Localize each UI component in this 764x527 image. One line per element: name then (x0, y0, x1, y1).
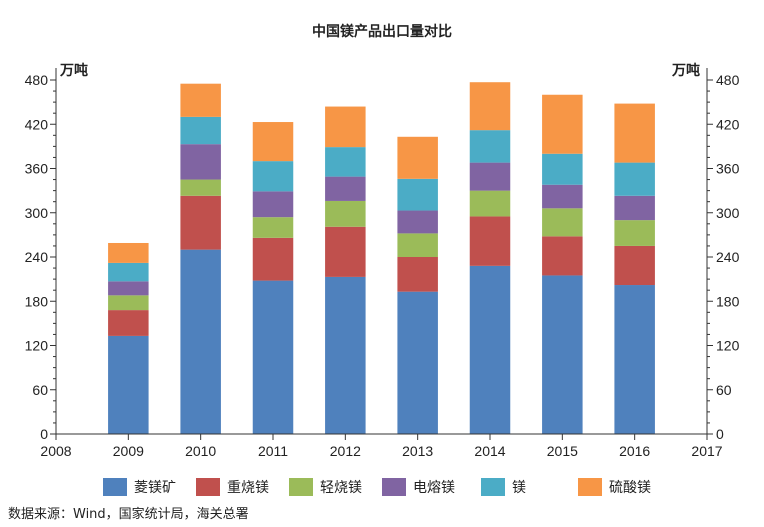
y-tick-label-left: 180 (25, 293, 49, 309)
bar-segment (397, 291, 438, 434)
y-tick-label-left: 360 (25, 161, 49, 177)
bar-segment (108, 242, 149, 263)
bar-segment (180, 116, 221, 145)
bar-segment (397, 257, 438, 292)
bar-segment (108, 335, 149, 434)
legend-swatch (382, 478, 406, 496)
legend-swatch (289, 478, 313, 496)
y-tick-label-right: 120 (716, 338, 740, 354)
y-tick-label-right: 240 (716, 249, 740, 265)
y-tick-label-left: 240 (25, 249, 49, 265)
y-tick-label-right: 180 (716, 293, 740, 309)
bar-segment (108, 295, 149, 311)
bar-segment (325, 226, 366, 277)
bar-segment (252, 191, 294, 218)
y-tick-label-left: 420 (25, 116, 49, 132)
bar-segment (469, 265, 511, 434)
bar-segment (252, 161, 294, 192)
y-tick-label-right: 420 (716, 116, 740, 132)
y-tick-label-left: 0 (40, 426, 48, 442)
bar-segment (325, 106, 366, 148)
right-axis-unit: 万吨 (671, 62, 700, 79)
left-axis-unit: 万吨 (59, 62, 88, 79)
legend: 菱镁矿 重烧镁 轻烧镁 电熔镁 镁 硫酸镁 (103, 478, 651, 496)
bar-segment (614, 285, 655, 434)
bar-segment (325, 176, 366, 201)
y-tick-label-left: 120 (25, 338, 49, 354)
legend-label: 菱镁矿 (134, 480, 176, 496)
bar-segment (397, 136, 438, 179)
legend-label: 电熔镁 (413, 480, 455, 496)
bar-segment (614, 162, 655, 196)
x-tick-label: 2011 (258, 443, 288, 459)
y-tick-label-left: 300 (25, 205, 49, 221)
bar-segment (108, 281, 149, 296)
x-tick-label: 2008 (40, 443, 71, 459)
source-note: 数据来源：Wind，国家统计局，海关总署 (8, 506, 249, 522)
x-tick-label: 2017 (691, 443, 722, 459)
bar-segment (469, 130, 511, 163)
bar-segment (614, 220, 655, 246)
bar-segment (108, 310, 149, 336)
legend-swatch (481, 478, 505, 496)
bar-segment (180, 249, 221, 434)
x-tick-label: 2010 (185, 443, 216, 459)
bar-segment (542, 184, 583, 209)
legend-swatch (578, 478, 602, 496)
y-tick-label-left: 480 (25, 72, 49, 88)
bar-segment (252, 237, 294, 281)
y-tick-label-right: 60 (716, 382, 732, 398)
bar-segment (542, 275, 583, 434)
legend-label: 轻烧镁 (320, 480, 362, 496)
y-tick-label-right: 300 (716, 205, 740, 221)
y-tick-label-right: 360 (716, 161, 740, 177)
y-tick-label-right: 0 (716, 426, 724, 442)
chart-title: 中国镁产品出口量对比 (312, 23, 452, 40)
bar-segment (325, 147, 366, 177)
legend-label: 镁 (512, 480, 526, 496)
bar-segment (397, 178, 438, 211)
x-tick-label: 2009 (113, 443, 144, 459)
bar-segment (614, 245, 655, 286)
bar-segment (252, 122, 294, 162)
y-tick-label-right: 480 (716, 72, 740, 88)
x-tick-label: 2013 (402, 443, 433, 459)
legend-label: 重烧镁 (227, 480, 269, 496)
bar-segment (542, 94, 583, 154)
axes: 0 0 60 60 120 120 180 180 240 240 300 300 360 360 420 4… (25, 68, 740, 459)
bar-segment (469, 82, 511, 131)
legend-swatch (103, 478, 127, 496)
x-tick-label: 2016 (619, 443, 650, 459)
bar-segment (469, 162, 511, 191)
x-tick-label: 2015 (547, 443, 578, 459)
legend-label: 硫酸镁 (609, 480, 651, 496)
bar-segment (469, 190, 511, 217)
y-tick-label-left: 60 (32, 382, 48, 398)
bar-segment (542, 208, 583, 237)
bar-segment (180, 195, 221, 250)
bar-segment (108, 262, 149, 282)
bar-segment (325, 200, 366, 227)
x-tick-label: 2014 (474, 443, 505, 459)
legend-swatch (196, 478, 220, 496)
bar-segment (180, 83, 221, 117)
bar-segment (180, 144, 221, 180)
bar-segment (252, 217, 294, 238)
bar-segment (325, 276, 366, 434)
bar-segment (614, 103, 655, 163)
bar-segment (469, 216, 511, 266)
bar-segment (180, 179, 221, 196)
bar-segment (252, 280, 294, 434)
bar-segment (614, 195, 655, 221)
bar-group (108, 82, 655, 434)
bar-segment (542, 153, 583, 185)
bar-segment (397, 210, 438, 234)
bar-segment (397, 233, 438, 257)
x-tick-label: 2012 (330, 443, 361, 459)
bar-segment (542, 236, 583, 276)
